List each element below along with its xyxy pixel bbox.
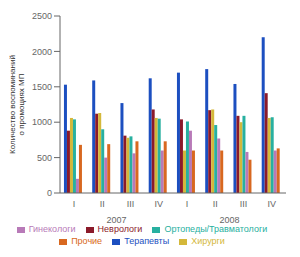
- svg-text:III: III: [240, 199, 248, 209]
- html-text:Ортопеды/Травматологи: Ортопеды/Травматологи: [164, 224, 268, 234]
- svg-text:500: 500: [37, 153, 52, 163]
- svg-text:I: I: [186, 199, 189, 209]
- svg-text:I: I: [73, 199, 76, 209]
- svg-text:Количество воспоминанийо промо: Количество воспоминанийо промоциях МП: [8, 55, 26, 154]
- svg-text:1500: 1500: [32, 82, 52, 92]
- svg-text:0: 0: [47, 188, 52, 198]
- svg-text:II: II: [213, 199, 218, 209]
- html-text:Терапевты: Терапевты: [124, 236, 170, 246]
- svg-text:IV: IV: [268, 199, 277, 209]
- svg-text:2008: 2008: [219, 215, 239, 225]
- html-text:Хирурги: Хирурги: [191, 236, 225, 246]
- svg-text:2007: 2007: [106, 215, 126, 225]
- svg-text:III: III: [127, 199, 135, 209]
- svg-text:2000: 2000: [32, 47, 52, 57]
- svg-text:II: II: [100, 199, 105, 209]
- html-text:Неврологи: Неврологи: [97, 224, 143, 234]
- svg-text:IV: IV: [155, 199, 164, 209]
- html-text:Гинекологи: Гинекологи: [28, 224, 76, 234]
- svg-text:1000: 1000: [32, 117, 52, 127]
- html-text:Прочие: Прочие: [71, 236, 103, 246]
- svg-text:2500: 2500: [32, 11, 52, 21]
